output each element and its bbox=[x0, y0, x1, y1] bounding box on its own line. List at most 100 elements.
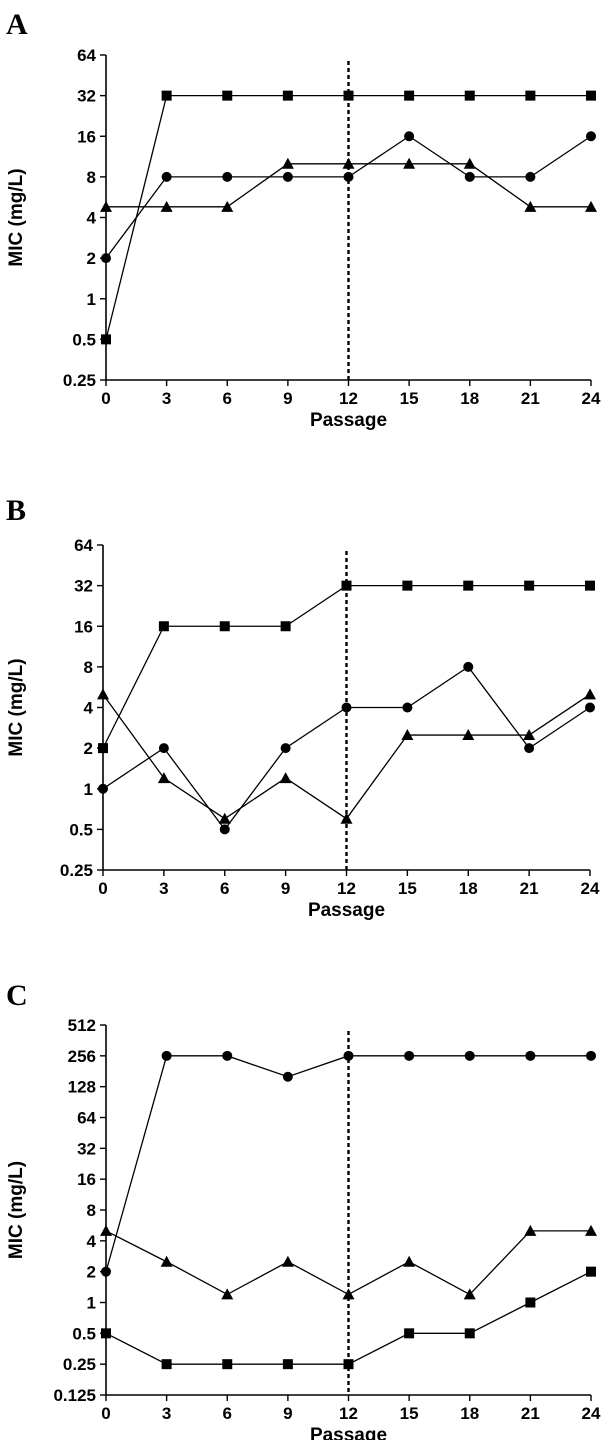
series-triangle bbox=[100, 1224, 597, 1300]
y-tick-label: 32 bbox=[74, 577, 93, 596]
data-point-circle bbox=[343, 1050, 354, 1061]
data-point-triangle bbox=[279, 772, 292, 784]
series-circle bbox=[101, 131, 596, 264]
data-point-circle bbox=[161, 1050, 172, 1061]
data-point-square bbox=[524, 580, 535, 591]
data-point-triangle bbox=[160, 1255, 173, 1267]
y-tick-label: 256 bbox=[68, 1047, 96, 1066]
x-tick-label: 12 bbox=[339, 389, 358, 408]
y-tick-label: 128 bbox=[68, 1078, 96, 1097]
x-tick-label: 0 bbox=[98, 879, 107, 898]
x-tick-label: 24 bbox=[581, 879, 600, 898]
y-tick-label: 8 bbox=[84, 658, 93, 677]
x-tick-label: 3 bbox=[159, 879, 168, 898]
x-tick-label: 21 bbox=[520, 879, 539, 898]
data-point-circle bbox=[525, 171, 536, 182]
data-point-triangle bbox=[585, 1224, 597, 1236]
x-axis-title: Passage bbox=[310, 410, 387, 431]
series-triangle bbox=[100, 157, 597, 212]
data-point-square bbox=[101, 1328, 111, 1339]
data-point-square bbox=[222, 90, 233, 101]
y-tick-label: 2 bbox=[84, 739, 93, 758]
data-point-circle bbox=[280, 743, 291, 754]
series-line bbox=[106, 163, 591, 208]
y-tick-label: 32 bbox=[77, 87, 96, 106]
data-point-square bbox=[343, 1359, 354, 1370]
x-tick-label: 18 bbox=[460, 389, 479, 408]
y-axis-title: MIC (mg/L) bbox=[6, 168, 27, 266]
data-point-triangle bbox=[218, 812, 231, 824]
data-point-triangle bbox=[462, 729, 475, 741]
x-tick-label: 12 bbox=[339, 1404, 358, 1423]
data-point-triangle bbox=[281, 157, 294, 169]
data-point-square bbox=[158, 621, 169, 632]
data-point-triangle bbox=[401, 729, 414, 741]
x-tick-label: 3 bbox=[162, 1404, 171, 1423]
data-point-square bbox=[463, 580, 474, 591]
data-point-circle bbox=[464, 171, 475, 182]
x-tick-label: 12 bbox=[337, 879, 356, 898]
y-tick-label: 1 bbox=[87, 290, 96, 309]
data-point-triangle bbox=[157, 772, 170, 784]
x-tick-label: 9 bbox=[283, 389, 292, 408]
y-tick-label: 64 bbox=[74, 536, 93, 555]
x-tick-label: 15 bbox=[398, 879, 417, 898]
data-point-square bbox=[404, 90, 415, 101]
series-circle bbox=[98, 661, 595, 835]
data-point-square bbox=[464, 90, 475, 101]
y-tick-label: 0.25 bbox=[63, 1355, 96, 1374]
x-tick-label: 15 bbox=[400, 389, 419, 408]
data-point-triangle bbox=[523, 729, 536, 741]
x-tick-label: 24 bbox=[582, 389, 601, 408]
data-point-square bbox=[586, 1266, 596, 1277]
data-point-square bbox=[161, 90, 172, 101]
data-point-circle bbox=[101, 253, 111, 264]
y-tick-label: 4 bbox=[87, 209, 97, 228]
panel-label: A bbox=[6, 8, 28, 41]
y-tick-label: 0.25 bbox=[60, 861, 93, 880]
data-point-triangle bbox=[97, 688, 109, 700]
data-point-triangle bbox=[403, 157, 416, 169]
data-point-square bbox=[525, 90, 536, 101]
x-tick-label: 0 bbox=[101, 389, 110, 408]
data-point-circle bbox=[343, 171, 354, 182]
data-point-circle bbox=[463, 661, 474, 672]
y-tick-label: 512 bbox=[68, 1016, 96, 1035]
x-tick-label: 18 bbox=[460, 1404, 479, 1423]
data-point-triangle bbox=[342, 1288, 355, 1300]
x-tick-label: 9 bbox=[283, 1404, 292, 1423]
data-point-circle bbox=[464, 1050, 475, 1061]
data-point-circle bbox=[158, 743, 169, 754]
series-circle bbox=[101, 1050, 596, 1277]
data-point-square bbox=[98, 743, 108, 754]
y-tick-label: 4 bbox=[84, 699, 94, 718]
x-tick-label: 6 bbox=[220, 879, 229, 898]
y-tick-label: 2 bbox=[87, 249, 96, 268]
y-tick-label: 0.125 bbox=[53, 1386, 96, 1405]
data-point-triangle bbox=[403, 1255, 416, 1267]
y-tick-label: 4 bbox=[87, 1232, 97, 1251]
data-point-triangle bbox=[463, 1288, 476, 1300]
y-tick-label: 16 bbox=[77, 1170, 96, 1189]
data-point-circle bbox=[402, 702, 413, 713]
data-point-triangle bbox=[100, 200, 112, 212]
series-square bbox=[101, 1266, 596, 1370]
data-point-triangle bbox=[221, 1288, 234, 1300]
x-tick-label: 18 bbox=[459, 879, 478, 898]
data-point-circle bbox=[222, 1050, 233, 1061]
y-tick-label: 0.5 bbox=[72, 1324, 96, 1343]
data-point-square bbox=[525, 1297, 536, 1308]
data-point-square bbox=[402, 580, 413, 591]
data-point-square bbox=[161, 1359, 172, 1370]
data-point-square bbox=[222, 1359, 233, 1370]
y-tick-label: 2 bbox=[87, 1263, 96, 1282]
data-point-triangle bbox=[524, 200, 537, 212]
data-point-square bbox=[282, 90, 293, 101]
y-tick-label: 8 bbox=[87, 1201, 96, 1220]
x-tick-label: 21 bbox=[521, 1404, 540, 1423]
data-point-square bbox=[101, 334, 111, 345]
data-point-triangle bbox=[100, 1224, 112, 1236]
x-tick-label: 0 bbox=[101, 1404, 110, 1423]
